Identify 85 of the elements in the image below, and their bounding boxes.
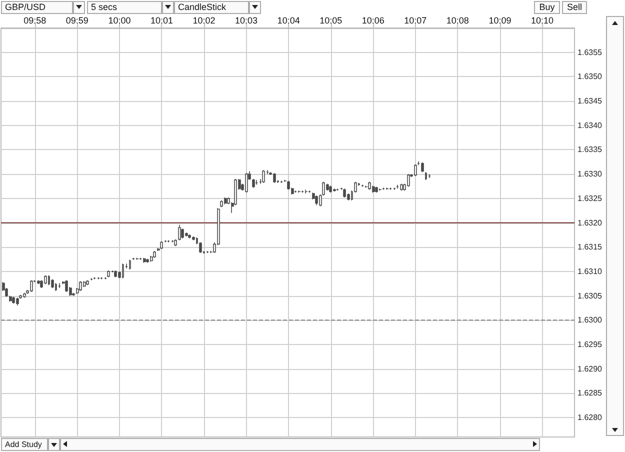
candlestick [326, 183, 329, 192]
y-tick-label: 1.6290 [578, 364, 603, 374]
x-tick-label: 10:06 [362, 16, 384, 26]
candlestick [220, 200, 223, 208]
candlestick [37, 280, 40, 285]
candlestick [192, 236, 195, 241]
y-tick-label: 1.6335 [578, 145, 603, 154]
candlestick [262, 170, 265, 184]
candlestick [23, 292, 26, 298]
x-tick-label: 10:07 [404, 16, 427, 26]
y-tick-label: 1.6350 [578, 72, 603, 82]
y-tick-label: 1.6330 [578, 170, 603, 179]
candlestick [40, 280, 43, 288]
x-tick-label: 10:01 [150, 16, 174, 26]
text: Buy [534, 1, 560, 14]
candlestick [368, 181, 371, 190]
y-tick-label: 1.6280 [578, 413, 603, 422]
y-tick-label: 1.6295 [578, 340, 603, 349]
candlestick [329, 185, 332, 193]
candlestick [287, 180, 290, 190]
x-tick-label: 10:09 [488, 16, 512, 26]
x-tick-label: 10:08 [446, 16, 469, 26]
candlestick [199, 242, 202, 254]
candlestick [12, 296, 15, 304]
candlestick [146, 258, 149, 264]
y-tick-label: 1.6310 [578, 266, 603, 276]
y-tick-label: 1.6285 [578, 388, 603, 398]
candlestick [174, 238, 177, 247]
candlestick [122, 264, 124, 278]
x-tick-label: 10:05 [320, 16, 342, 26]
candlestick [86, 280, 89, 286]
candlestick [129, 260, 131, 269]
candlestick [143, 257, 146, 264]
y-tick-label: 1.6345 [578, 96, 603, 106]
candlestick [407, 174, 410, 188]
candlestick [343, 188, 346, 198]
candlestick [51, 278, 54, 288]
candlestick [252, 178, 255, 188]
x-tick-label: 09:59 [66, 16, 88, 26]
candlestick [153, 250, 156, 258]
candlestick [224, 197, 227, 205]
x-tick-label: 10:03 [235, 16, 258, 26]
candlestick [421, 162, 424, 173]
candlestick [160, 240, 163, 250]
candlestick [273, 172, 276, 184]
candlestick [375, 186, 378, 193]
candlestick [185, 232, 188, 237]
candlestick [188, 234, 191, 239]
candlestick [414, 164, 417, 176]
candlestick [30, 280, 33, 292]
y-tick-label: 1.6355 [578, 48, 603, 57]
y-tick-label: 1.6320 [578, 218, 603, 228]
candlestick [315, 195, 318, 206]
candlestick [400, 183, 403, 192]
x-tick-label: 10:00 [108, 16, 131, 26]
y-tick-label: 1.6325 [578, 194, 603, 203]
x-tick-label: 09:58 [24, 16, 46, 26]
y-tick-label: 1.6300 [578, 316, 603, 325]
candlestick [65, 280, 68, 292]
text: CandleStick [174, 1, 249, 14]
candlestick [372, 185, 375, 193]
y-tick-label: 1.6305 [578, 291, 603, 300]
candlestick [245, 172, 248, 193]
x-tick-label: 10:04 [277, 16, 300, 26]
candlestick [178, 224, 181, 241]
text: Sell [562, 1, 587, 14]
candlestick [16, 297, 19, 306]
candlestick [150, 255, 153, 262]
candlestick [333, 188, 336, 192]
candlestick [44, 274, 47, 285]
chart-title: GBP/USD [1, 1, 73, 14]
text: 5 secs [87, 1, 162, 14]
candlestick [425, 172, 427, 180]
x-tick-label: 10:10 [530, 16, 554, 26]
y-tick-label: 1.6340 [578, 120, 603, 130]
text: Add Study [1, 438, 48, 451]
candlestick [83, 280, 86, 288]
y-tick-label: 1.6315 [578, 242, 603, 252]
candlestick [181, 228, 184, 239]
candlestick [107, 270, 110, 278]
x-tick-label: 10:02 [192, 16, 216, 26]
candlestick [79, 280, 82, 292]
candlestick [9, 295, 12, 302]
candlestick [114, 270, 117, 278]
candlestick [48, 276, 50, 285]
